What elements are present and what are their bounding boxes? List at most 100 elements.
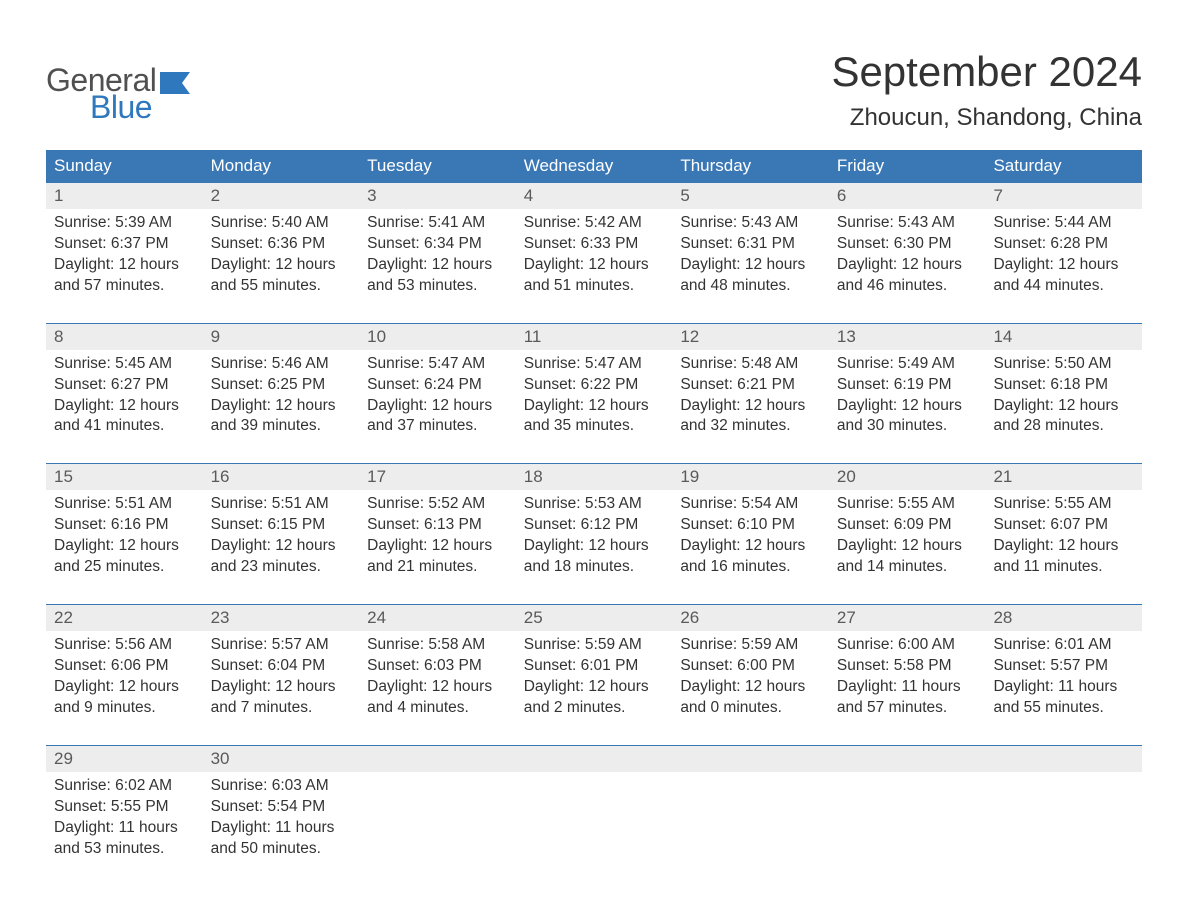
- day-number: 26: [672, 605, 829, 631]
- sunrise-line: Sunrise: 5:54 AM: [680, 494, 821, 515]
- sunrise-line: Sunrise: 5:40 AM: [211, 213, 352, 234]
- weekday-header: Tuesday: [359, 150, 516, 182]
- day-cell: 7Sunrise: 5:44 AMSunset: 6:28 PMDaylight…: [985, 183, 1142, 307]
- day-number: 23: [203, 605, 360, 631]
- week-row: 15 Sunrise: 5:51 AM Sunset: 6:16 PM Dayligh…: [46, 463, 1142, 588]
- daylight-line: Daylight: 12 hours: [211, 677, 352, 698]
- day-number: 27: [829, 605, 986, 631]
- sunrise-line: Sunrise: 5:59 AM: [524, 635, 665, 656]
- sunrise-line: Sunrise: 5:39 AM: [54, 213, 195, 234]
- day-number: 10: [359, 324, 516, 350]
- daylight-line: and 21 minutes.: [367, 557, 508, 578]
- sunrise-line: Sunrise: 6:03 AM: [211, 776, 352, 797]
- daylight-line: and 7 minutes.: [211, 698, 352, 719]
- daylight-line: and 48 minutes.: [680, 276, 821, 297]
- sunset-line: Sunset: 6:25 PM: [211, 375, 352, 396]
- weekday-header: Thursday: [672, 150, 829, 182]
- empty-day: [516, 746, 673, 772]
- day-cell: 1Sunrise: 5:39 AMSunset: 6:37 PMDaylight…: [46, 183, 203, 307]
- daylight-line: and 9 minutes.: [54, 698, 195, 719]
- daylight-line: and 2 minutes.: [524, 698, 665, 719]
- daylight-line: Daylight: 12 hours: [211, 255, 352, 276]
- empty-day: [672, 746, 829, 772]
- day-cell: 6Sunrise: 5:43 AMSunset: 6:30 PMDaylight…: [829, 183, 986, 307]
- day-number: 15: [46, 464, 203, 490]
- daylight-line: Daylight: 12 hours: [993, 396, 1134, 417]
- sunrise-line: Sunrise: 5:45 AM: [54, 354, 195, 375]
- sunset-line: Sunset: 6:16 PM: [54, 515, 195, 536]
- week-row: 22Sunrise: 5:56 AMSunset: 6:06 PMDayligh…: [46, 604, 1142, 729]
- month-title: September 2024: [831, 48, 1142, 96]
- daylight-line: and 28 minutes.: [993, 416, 1134, 437]
- daylight-line: Daylight: 12 hours: [680, 677, 821, 698]
- sunset-line: Sunset: 6:09 PM: [837, 515, 978, 536]
- day-number: 2: [203, 183, 360, 209]
- sunset-line: Sunset: 6:31 PM: [680, 234, 821, 255]
- day-cell: 14Sunrise: 5:50 AMSunset: 6:18 PMDayligh…: [985, 324, 1142, 448]
- sunset-line: Sunset: 6:06 PM: [54, 656, 195, 677]
- day-cell: 27Sunrise: 6:00 AMSunset: 5:58 PMDayligh…: [829, 605, 986, 729]
- day-cell: 11Sunrise: 5:47 AMSunset: 6:22 PMDayligh…: [516, 324, 673, 448]
- daylight-line: and 16 minutes.: [680, 557, 821, 578]
- daylight-line: and 53 minutes.: [54, 839, 195, 860]
- sunset-line: Sunset: 6:18 PM: [993, 375, 1134, 396]
- day-cell: 2 Sunrise: 5:40 AMSunset: 6:36 PMDaylight…: [203, 183, 360, 307]
- day-number: 22: [46, 605, 203, 631]
- daylight-line: Daylight: 12 hours: [680, 536, 821, 557]
- sunrise-line: Sunrise: 5:47 AM: [524, 354, 665, 375]
- daylight-line: Daylight: 12 hours: [211, 536, 352, 557]
- sunrise-line: Sunrise: 5:55 AM: [837, 494, 978, 515]
- sunset-line: Sunset: 6:36 PM: [211, 234, 352, 255]
- day-number: 28: [985, 605, 1142, 631]
- sunset-line: Sunset: 6:04 PM: [211, 656, 352, 677]
- day-number: 16: [203, 464, 360, 490]
- sunrise-line: Sunrise: 5:50 AM: [993, 354, 1134, 375]
- day-cell: [829, 746, 986, 870]
- sunset-line: Sunset: 5:54 PM: [211, 797, 352, 818]
- daylight-line: and 39 minutes.: [211, 416, 352, 437]
- sunrise-line: Sunrise: 5:46 AM: [211, 354, 352, 375]
- sunset-line: Sunset: 6:01 PM: [524, 656, 665, 677]
- day-cell: 26Sunrise: 5:59 AMSunset: 6:00 PMDayligh…: [672, 605, 829, 729]
- day-cell: 20Sunrise: 5:55 AMSunset: 6:09 PMDayligh…: [829, 464, 986, 588]
- day-cell: 24Sunrise: 5:58 AMSunset: 6:03 PMDayligh…: [359, 605, 516, 729]
- sunrise-line: Sunrise: 5:47 AM: [367, 354, 508, 375]
- day-cell: 13Sunrise: 5:49 AMSunset: 6:19 PMDayligh…: [829, 324, 986, 448]
- day-cell: 16 Sunrise: 5:51 AMSunset: 6:15 PMDayligh…: [203, 464, 360, 588]
- daylight-line: Daylight: 12 hours: [524, 677, 665, 698]
- daylight-line: and 41 minutes.: [54, 416, 195, 437]
- sunrise-line: Sunrise: 5:57 AM: [211, 635, 352, 656]
- sunset-line: Sunset: 6:21 PM: [680, 375, 821, 396]
- daylight-line: and 18 minutes.: [524, 557, 665, 578]
- daylight-line: and 50 minutes.: [211, 839, 352, 860]
- sunset-line: Sunset: 6:13 PM: [367, 515, 508, 536]
- sunrise-line: Sunrise: 5:51 AM: [211, 494, 352, 515]
- sunset-line: Sunset: 6:07 PM: [993, 515, 1134, 536]
- sunrise-line: Sunrise: 6:00 AM: [837, 635, 978, 656]
- daylight-line: Daylight: 11 hours: [54, 818, 195, 839]
- week-row: 8Sunrise: 5:45 AMSunset: 6:27 PMDaylight…: [46, 323, 1142, 448]
- daylight-line: Daylight: 11 hours: [837, 677, 978, 698]
- sunset-line: Sunset: 6:15 PM: [211, 515, 352, 536]
- weekday-header: Monday: [203, 150, 360, 182]
- daylight-line: Daylight: 12 hours: [54, 255, 195, 276]
- title-block: September 2024 Zhoucun, Shandong, China: [831, 48, 1142, 132]
- daylight-line: Daylight: 12 hours: [993, 255, 1134, 276]
- sunrise-line: Sunrise: 5:42 AM: [524, 213, 665, 234]
- sunrise-line: Sunrise: 6:01 AM: [993, 635, 1134, 656]
- daylight-line: and 0 minutes.: [680, 698, 821, 719]
- daylight-line: Daylight: 12 hours: [837, 536, 978, 557]
- sunset-line: Sunset: 6:00 PM: [680, 656, 821, 677]
- day-cell: 8Sunrise: 5:45 AMSunset: 6:27 PMDaylight…: [46, 324, 203, 448]
- sunset-line: Sunset: 6:33 PM: [524, 234, 665, 255]
- sunrise-line: Sunrise: 5:41 AM: [367, 213, 508, 234]
- day-cell: 9Sunrise: 5:46 AMSunset: 6:25 PMDaylight…: [203, 324, 360, 448]
- day-cell: [516, 746, 673, 870]
- sunrise-line: Sunrise: 5:52 AM: [367, 494, 508, 515]
- sunrise-line: Sunrise: 5:43 AM: [680, 213, 821, 234]
- week-row: 1Sunrise: 5:39 AMSunset: 6:37 PMDaylight…: [46, 182, 1142, 307]
- sunset-line: Sunset: 6:19 PM: [837, 375, 978, 396]
- day-number: 4: [516, 183, 673, 209]
- sunset-line: Sunset: 6:27 PM: [54, 375, 195, 396]
- daylight-line: and 55 minutes.: [993, 698, 1134, 719]
